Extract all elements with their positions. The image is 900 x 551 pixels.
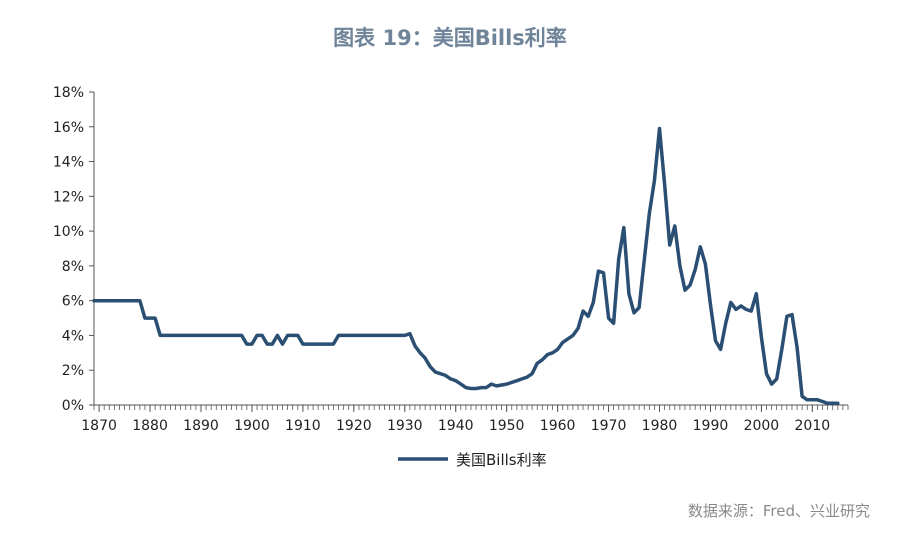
- x-axis: 1870 1880 1890 1900 1910 1920 1930 1940 1950 1960…: [81, 404, 849, 434]
- x-tick-label: 1910: [285, 418, 321, 434]
- legend-label: 美国Bills利率: [456, 451, 547, 469]
- x-tick-label: 2010: [795, 418, 831, 434]
- y-tick-label: 8%: [62, 259, 84, 275]
- x-tick-label: 1920: [336, 418, 372, 434]
- y-tick-label: 16%: [53, 120, 84, 136]
- series-layer: [92, 126, 840, 406]
- y-tick-label: 6%: [62, 294, 84, 310]
- x-tick-label: 1870: [81, 418, 117, 434]
- x-tick-label: 1960: [540, 418, 576, 434]
- y-tick-label: 2%: [62, 363, 84, 379]
- x-tick-label: 1900: [234, 418, 270, 434]
- x-tick-label: 1940: [438, 418, 474, 434]
- y-tick-label: 18%: [53, 85, 84, 101]
- chart-title: 图表 19：美国Bills利率: [333, 26, 567, 50]
- y-tick-label: 10%: [53, 224, 84, 240]
- y-tick-label: 14%: [53, 155, 84, 171]
- x-tick-label: 2000: [744, 418, 780, 434]
- source-note: 数据来源：Fred、兴业研究: [687, 502, 870, 520]
- y-tick-label: 12%: [53, 189, 84, 205]
- x-tick-label: 1930: [387, 418, 423, 434]
- x-tick-label: 1970: [591, 418, 627, 434]
- x-tick-label: 1950: [489, 418, 525, 434]
- y-axis: 0% 2% 4% 6% 8% 10% 12% 14% 16% 18%: [53, 85, 95, 414]
- y-tick-label: 0%: [62, 398, 84, 414]
- y-tick-label: 4%: [62, 328, 84, 344]
- x-tick-label: 1980: [642, 418, 678, 434]
- x-tick-label: 1890: [183, 418, 219, 434]
- x-tick-label: 1880: [132, 418, 168, 434]
- x-tick-label: 1990: [693, 418, 729, 434]
- series-line-0: [92, 126, 840, 406]
- legend: 美国Bills利率: [398, 451, 547, 469]
